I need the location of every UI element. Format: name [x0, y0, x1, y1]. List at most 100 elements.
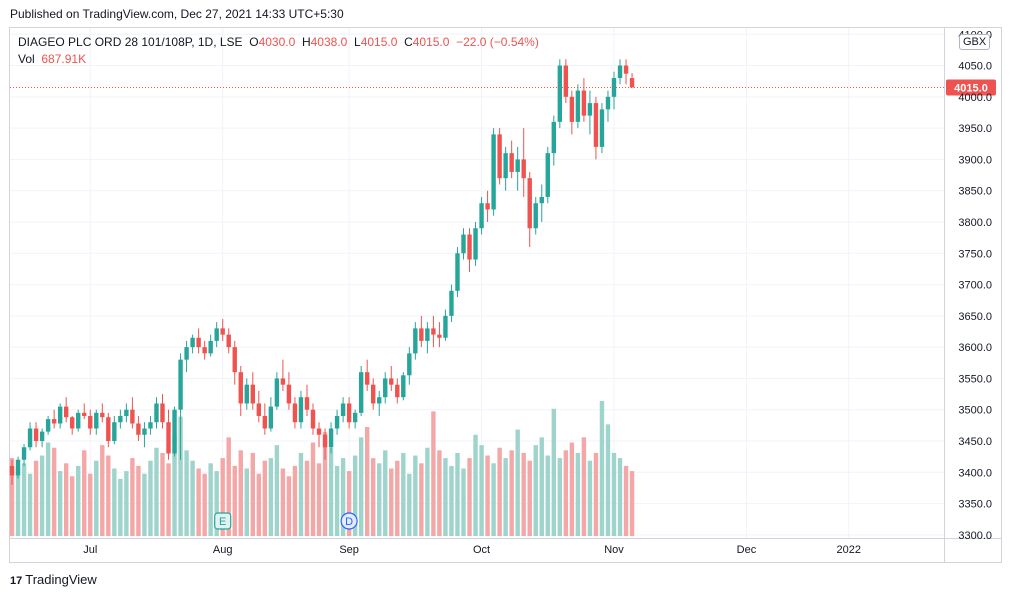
candle-body: [328, 428, 334, 448]
candle-body: [184, 347, 189, 360]
volume-bar: [581, 437, 587, 536]
x-tick-label: Aug: [213, 544, 233, 556]
candle-body: [449, 290, 454, 316]
candle-body: [51, 419, 57, 424]
x-tick-label: Sep: [339, 544, 359, 556]
candle-body: [527, 178, 532, 229]
currency-button[interactable]: GBX: [959, 34, 991, 50]
candle-body: [455, 253, 460, 291]
volume-bar: [503, 458, 508, 536]
candle-body: [39, 431, 45, 442]
candle-body: [521, 159, 526, 179]
tradingview-footer[interactable]: 17 TradingView: [10, 572, 97, 587]
volume-bar: [395, 460, 400, 536]
volume-bar: [413, 455, 418, 536]
candle-body: [503, 153, 508, 179]
volume-bar: [545, 455, 550, 536]
candle-body: [220, 328, 225, 335]
volume-bar: [389, 468, 394, 536]
candle-body: [70, 417, 75, 429]
candle-body: [214, 328, 219, 341]
volume-bar: [88, 473, 93, 536]
x-tick-label: 2022: [837, 544, 861, 556]
candle-body: [395, 384, 400, 398]
volume-bar: [45, 442, 51, 536]
volume-bar: [611, 452, 617, 536]
last-price-label: 4015.0: [954, 82, 988, 94]
y-tick-label: 3700.0: [958, 280, 992, 292]
y-tick-label: 3350.0: [958, 499, 992, 511]
volume-bar: [136, 465, 141, 536]
candle-body: [262, 415, 268, 429]
candle-body: [515, 159, 520, 172]
dividend-marker: [340, 512, 358, 530]
candle-body: [63, 406, 69, 418]
candle-body: [160, 403, 165, 423]
volume-label: Vol: [18, 52, 35, 66]
volume-bar: [256, 473, 262, 536]
candle-body: [485, 203, 490, 210]
volume-bar: [9, 458, 15, 536]
volume-bar: [172, 434, 177, 536]
volume-bar: [334, 465, 340, 536]
candle-body: [479, 203, 484, 229]
candle-body: [208, 340, 213, 354]
volume-bar: [76, 465, 81, 536]
volume-bar: [575, 452, 581, 536]
volume-bar: [118, 478, 123, 536]
volume-bar: [473, 434, 478, 536]
volume-bar: [15, 468, 21, 536]
change-value: −22.0 (−0.54%): [456, 35, 539, 49]
candle-body: [587, 103, 593, 116]
volume-bar: [527, 460, 532, 536]
volume-bar: [310, 442, 316, 536]
ohlc-legend: DIAGEO PLC ORD 28 101/108P, 1D, LSE O403…: [18, 35, 539, 49]
candle-body: [178, 359, 183, 410]
volume-bar: [509, 450, 514, 536]
candle-body: [106, 417, 111, 442]
candle-body: [21, 447, 27, 460]
candle-body: [407, 353, 412, 376]
chart-frame[interactable]: [9, 27, 1002, 563]
candle-body: [575, 90, 581, 122]
candle-body: [316, 428, 322, 435]
volume-bar: [401, 452, 406, 536]
candle-body: [226, 334, 231, 348]
candle-body: [557, 65, 563, 122]
volume-bar: [467, 458, 472, 536]
volume-bar: [298, 452, 304, 536]
open-label: O: [249, 35, 259, 49]
candle-body: [461, 234, 466, 254]
candle-body: [425, 328, 430, 341]
candle-body: [358, 372, 364, 413]
candle-body: [377, 397, 382, 404]
volume-bar: [112, 468, 117, 536]
volume-bar: [437, 450, 442, 536]
candle-body: [76, 412, 81, 429]
candle-body: [274, 378, 280, 407]
volume-bar: [587, 460, 593, 536]
candle-body: [340, 403, 346, 416]
candle-body: [545, 153, 550, 197]
volume-legend: Vol 687.91K: [18, 52, 86, 66]
volume-bar: [166, 463, 171, 536]
volume-bar: [274, 445, 280, 536]
candle-body: [15, 459, 21, 476]
low-value: 4015.0: [360, 35, 398, 49]
volume-bar: [154, 447, 159, 536]
candle-body: [491, 134, 496, 210]
y-tick-label: 3450.0: [958, 436, 992, 448]
volume-bar: [190, 460, 195, 536]
volume-bar: [184, 450, 189, 536]
volume-bar: [593, 452, 599, 536]
candle-body: [196, 337, 201, 348]
candle-body: [232, 347, 237, 373]
x-tick-label: Jul: [83, 544, 97, 556]
candle-body: [100, 412, 105, 418]
candle-body: [304, 397, 310, 410]
volume-bar: [539, 437, 544, 536]
candle-body: [431, 328, 436, 335]
volume-bar: [358, 437, 364, 536]
candle-body: [166, 422, 171, 454]
